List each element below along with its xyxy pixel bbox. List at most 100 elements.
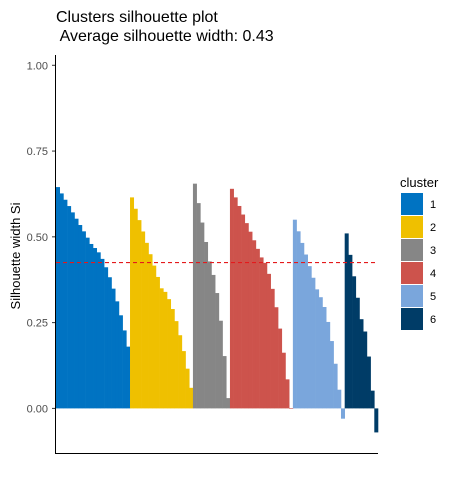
silhouette-bar-cluster-1 (96, 252, 101, 409)
silhouette-bar-cluster-2 (130, 197, 135, 409)
silhouette-bar-cluster-2 (141, 231, 146, 409)
silhouette-bar-cluster-2 (133, 208, 138, 409)
legend: 1 2 3 4 5 6 (401, 193, 436, 330)
silhouette-bar-cluster-5 (318, 297, 323, 409)
silhouette-bar-cluster-2 (185, 368, 190, 409)
silhouette-bar-cluster-1 (122, 330, 127, 409)
silhouette-bar-cluster-1 (59, 193, 64, 409)
legend-swatch-6 (401, 308, 423, 330)
silhouette-bar-cluster-3 (222, 356, 227, 409)
silhouette-bar-cluster-5 (303, 254, 308, 409)
silhouette-bar-cluster-2 (152, 265, 157, 409)
silhouette-bar-cluster-2 (137, 220, 142, 409)
y-tick-label: 1.00 (27, 60, 48, 72)
chart-title-line-1: Clusters silhouette plot (56, 9, 218, 26)
silhouette-bar-cluster-4 (259, 257, 264, 409)
silhouette-bar-cluster-6 (366, 356, 371, 409)
silhouette-bar-cluster-4 (233, 197, 238, 409)
silhouette-bar-cluster-6 (355, 297, 360, 409)
silhouette-bar-cluster-6 (363, 331, 368, 409)
silhouette-bar-cluster-5 (326, 321, 331, 409)
silhouette-bar-cluster-1 (115, 301, 120, 409)
silhouette-bar-cluster-5 (329, 341, 334, 409)
legend-title: cluster (400, 175, 439, 190)
silhouette-bar-cluster-1 (100, 258, 105, 409)
silhouette-bar-cluster-3 (207, 261, 212, 409)
legend-swatch-2 (401, 216, 423, 238)
legend-label-1: 1 (430, 199, 436, 211)
y-tick-label: 0.00 (27, 403, 48, 415)
silhouette-bar-cluster-4 (244, 223, 249, 409)
y-axis-ticks: 0.00 0.25 0.50 0.75 1.00 (27, 60, 56, 415)
silhouette-bar-cluster-6 (374, 408, 379, 433)
silhouette-bar-cluster-1 (85, 237, 90, 409)
silhouette-bar-cluster-1 (89, 243, 94, 409)
silhouette-bar-cluster-1 (118, 315, 123, 409)
silhouette-bar-cluster-4 (229, 188, 234, 409)
silhouette-bar-cluster-5 (292, 219, 297, 409)
silhouette-bar-cluster-5 (337, 389, 342, 409)
silhouette-bar-cluster-3 (192, 183, 197, 409)
silhouette-bar-cluster-4 (270, 288, 275, 409)
silhouette-bar-cluster-1 (104, 267, 109, 409)
silhouette-bar-cluster-6 (359, 319, 364, 409)
silhouette-bar-cluster-4 (237, 205, 242, 409)
legend-label-5: 5 (430, 291, 436, 303)
legend-swatch-4 (401, 262, 423, 284)
legend-swatch-5 (401, 285, 423, 307)
legend-label-4: 4 (430, 268, 436, 280)
silhouette-bar-cluster-2 (189, 387, 194, 409)
legend-label-6: 6 (430, 314, 436, 326)
silhouette-bar-cluster-4 (255, 248, 260, 409)
silhouette-bar-cluster-4 (278, 328, 283, 409)
silhouette-bar-cluster-5 (311, 277, 316, 409)
silhouette-bar-cluster-4 (281, 352, 286, 409)
silhouette-bar-cluster-4 (285, 379, 290, 409)
silhouette-bar-cluster-1 (70, 212, 75, 409)
legend-swatch-3 (401, 239, 423, 261)
silhouette-bar-cluster-4 (248, 231, 253, 409)
silhouette-bar-cluster-2 (155, 276, 160, 409)
silhouette-bar-cluster-4 (274, 307, 279, 409)
silhouette-bar-cluster-2 (174, 321, 179, 409)
silhouette-bar-cluster-1 (63, 199, 68, 409)
silhouette-bar-cluster-5 (322, 307, 327, 409)
silhouette-bar-cluster-5 (333, 363, 338, 409)
silhouette-bar-cluster-3 (218, 320, 223, 409)
silhouette-bar-cluster-5 (300, 242, 305, 409)
silhouette-bar-cluster-3 (215, 293, 220, 409)
silhouette-bar-cluster-1 (81, 231, 86, 409)
silhouette-bar-cluster-6 (352, 276, 357, 409)
silhouette-bar-cluster-2 (163, 291, 168, 409)
silhouette-bar-cluster-2 (167, 299, 172, 409)
legend-label-2: 2 (430, 222, 436, 234)
silhouette-bar-cluster-6 (370, 390, 375, 409)
y-tick-label: 0.25 (27, 318, 48, 330)
silhouette-bar-cluster-2 (148, 254, 153, 409)
silhouette-bar-cluster-4 (266, 273, 271, 409)
silhouette-bar-cluster-2 (159, 288, 164, 409)
y-tick-label: 0.75 (27, 146, 48, 158)
silhouette-bar-cluster-1 (78, 225, 83, 409)
silhouette-bar-cluster-1 (67, 206, 72, 409)
silhouette-bar-cluster-5 (315, 289, 320, 409)
silhouette-bar-cluster-1 (56, 187, 60, 409)
silhouette-bar-cluster-2 (181, 351, 186, 409)
silhouette-bar-cluster-1 (107, 277, 112, 409)
silhouette-bar-cluster-1 (111, 288, 116, 409)
y-tick-label: 0.50 (27, 232, 48, 244)
silhouette-bar-cluster-6 (348, 254, 353, 409)
silhouette-bar-cluster-3 (226, 398, 231, 409)
silhouette-bar-cluster-3 (196, 203, 201, 409)
silhouette-bar-cluster-4 (252, 240, 257, 409)
legend-label-3: 3 (430, 245, 436, 257)
silhouette-bar-cluster-2 (178, 335, 183, 409)
legend-swatch-1 (401, 193, 423, 215)
silhouette-bar-cluster-5 (340, 408, 345, 419)
silhouette-bar-cluster-3 (204, 241, 209, 409)
silhouette-bar-cluster-1 (93, 248, 98, 409)
y-axis-title: Silhouette width Si (8, 202, 23, 309)
silhouette-bar-cluster-4 (241, 214, 246, 409)
chart-title-line-2: Average silhouette width: 0.43 (56, 28, 274, 45)
